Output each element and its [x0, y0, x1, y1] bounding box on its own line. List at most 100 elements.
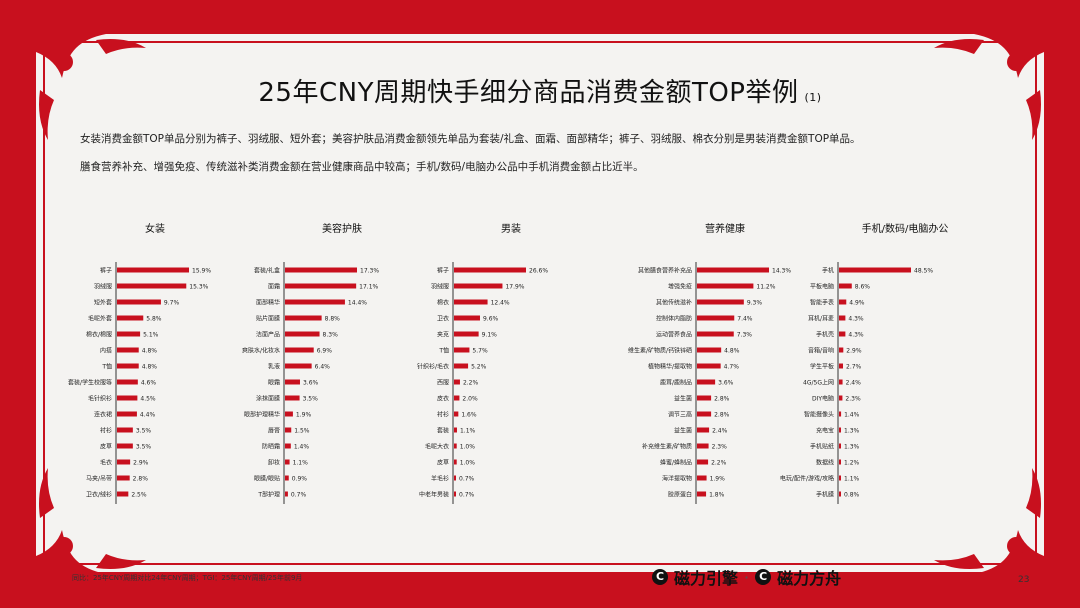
bar: [697, 491, 707, 497]
category-label: 衬衫: [437, 411, 449, 419]
bar: [839, 267, 911, 273]
category-label: 眼霜: [268, 380, 280, 387]
category-label: 夹克: [437, 331, 449, 339]
bar: [454, 427, 457, 433]
data-label: 8.8%: [325, 316, 341, 323]
data-label: 6.4%: [315, 364, 331, 371]
data-label: 2.8%: [133, 476, 149, 483]
data-label: 2.9%: [846, 348, 862, 355]
data-label: 4.9%: [849, 300, 865, 307]
bar: [839, 395, 843, 401]
data-label: 2.4%: [846, 380, 862, 387]
category-label: T恤: [101, 363, 112, 371]
category-label: 羽绒服: [431, 283, 449, 291]
category-label: 马夹/吊带: [86, 475, 112, 483]
category-label: 卸妆: [268, 459, 280, 467]
data-label: 3.6%: [303, 380, 319, 387]
data-label: 2.4%: [712, 428, 728, 435]
page-title: 25年CNY周期快手细分商品消费金额TOP举例 (1): [0, 72, 1080, 109]
bar: [697, 315, 735, 321]
bar: [285, 299, 345, 305]
data-label: 1.4%: [294, 444, 310, 451]
category-label: 植物精华/提取物: [648, 363, 692, 371]
data-label: 17.9%: [505, 284, 524, 291]
bar: [117, 347, 139, 353]
data-label: 4.4%: [140, 412, 156, 419]
category-label: T部护理: [257, 491, 280, 499]
corner-ornament-top-left: [36, 34, 146, 140]
category-label: 手机贴纸: [810, 443, 834, 451]
data-label: 5.2%: [471, 364, 487, 371]
bar: [117, 443, 133, 449]
bar: [697, 475, 707, 481]
data-label: 17.1%: [359, 284, 378, 291]
bar: [697, 283, 754, 289]
category-label: 增强免疫: [668, 283, 692, 291]
bar: [697, 363, 721, 369]
bar: [117, 283, 187, 289]
bar: [839, 491, 841, 497]
data-label: 48.5%: [914, 268, 933, 275]
category-label: 套装: [437, 427, 449, 435]
bar: [454, 267, 526, 273]
bar: [285, 379, 300, 385]
category-label: 其他传统滋补: [656, 299, 692, 307]
category-label: 卫衣: [437, 315, 449, 323]
data-label: 2.0%: [462, 396, 478, 403]
bar: [454, 315, 480, 321]
corner-ornament-bottom-left: [36, 468, 146, 574]
brand-logos: C 磁力引擎 · C 磁力方舟: [652, 565, 841, 589]
data-label: 9.3%: [747, 300, 763, 307]
bar: [117, 267, 189, 273]
data-label: 1.0%: [460, 460, 476, 467]
bar: [454, 411, 459, 417]
bar: [285, 395, 300, 401]
category-label: 控制体内脂肪: [656, 315, 692, 323]
data-label: 26.6%: [529, 268, 548, 275]
bar: [454, 331, 479, 337]
data-label: 1.1%: [460, 428, 476, 435]
bar: [697, 395, 712, 401]
category-label: 裤子: [437, 267, 449, 275]
data-label: 2.3%: [845, 396, 861, 403]
bar: [839, 315, 846, 321]
page-title-note: (1): [804, 91, 822, 104]
bar: [117, 363, 139, 369]
data-label: 12.4%: [491, 300, 510, 307]
data-label: 3.5%: [136, 444, 152, 451]
data-label: 8.3%: [323, 332, 339, 339]
data-label: 1.9%: [710, 476, 726, 483]
category-label: 皮草: [100, 443, 112, 451]
bar: [454, 347, 470, 353]
slide-paper: [36, 34, 1044, 572]
category-label: 电玩/配件/游戏/攻略: [780, 475, 834, 483]
data-label: 9.1%: [482, 332, 498, 339]
category-label: 眼膜/眼贴: [254, 475, 280, 483]
data-label: 14.3%: [772, 268, 791, 275]
chart-title-3: 营养健康: [705, 222, 745, 235]
data-label: 4.8%: [142, 364, 158, 371]
data-label: 8.6%: [855, 284, 871, 291]
category-label: 贴片面膜: [256, 315, 280, 323]
bar: [697, 347, 722, 353]
category-label: 棉衣/棉服: [86, 331, 112, 339]
bar: [117, 475, 130, 481]
bar: [117, 427, 133, 433]
category-label: 学生平板: [810, 363, 834, 371]
bar: [285, 491, 288, 497]
category-label: 唇膏: [268, 427, 280, 435]
chart-title-4: 手机/数码/电脑办公: [862, 222, 949, 235]
bar: [839, 283, 852, 289]
category-label: 益生菌: [674, 427, 692, 435]
bar: [697, 299, 744, 305]
data-label: 1.6%: [461, 412, 477, 419]
data-label: 1.5%: [294, 428, 310, 435]
data-label: 7.3%: [737, 332, 753, 339]
category-label: 手机膜: [816, 491, 834, 499]
cili-ark-logo-icon: C: [755, 569, 772, 585]
data-label: 2.8%: [714, 396, 730, 403]
category-label: 眼部护理精华: [244, 411, 280, 419]
category-label: 短外套: [94, 299, 112, 307]
bar: [454, 395, 460, 401]
bar: [697, 267, 769, 273]
